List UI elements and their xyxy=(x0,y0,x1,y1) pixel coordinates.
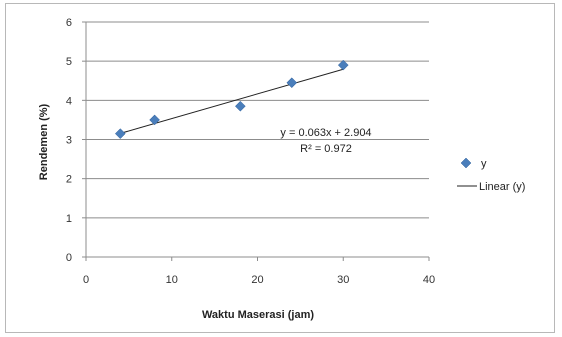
x-tick-label: 10 xyxy=(166,274,178,286)
y-axis-title: Rendemen (%) xyxy=(38,103,50,180)
y-tick-label: 5 xyxy=(66,56,72,68)
trendline-r2: R² = 0.972 xyxy=(300,143,352,155)
data-point xyxy=(286,77,298,89)
y-tick-label: 1 xyxy=(66,213,72,225)
trendline xyxy=(120,68,344,134)
y-tick-label: 2 xyxy=(66,174,72,186)
y-tick-label: 0 xyxy=(66,252,72,264)
trendline-equation: y = 0.063x + 2.904 xyxy=(280,127,371,139)
legend: y Linear (y) xyxy=(457,157,525,193)
x-tick-label: 40 xyxy=(423,274,435,286)
x-tick-label: 20 xyxy=(251,274,263,286)
ticks: 0 1 2 3 4 5 6 0 10 20 30 40 xyxy=(66,17,435,286)
y-tick-label: 3 xyxy=(66,135,72,147)
gridlines xyxy=(86,21,429,219)
data-point xyxy=(234,100,246,112)
y-tick-label: 4 xyxy=(66,95,72,107)
data-point xyxy=(149,114,160,126)
data-point xyxy=(337,59,349,71)
legend-label-trendline: Linear (y) xyxy=(479,181,525,193)
y-tick-label: 6 xyxy=(66,17,72,29)
data-points xyxy=(114,59,349,139)
legend-diamond-marker xyxy=(460,157,472,169)
data-point xyxy=(114,128,126,139)
x-tick-label: 30 xyxy=(337,274,349,286)
legend-label-series: y xyxy=(481,158,487,170)
x-axis-title: Waktu Maserasi (jam) xyxy=(202,309,314,321)
chart-frame xyxy=(5,3,555,333)
trendline-group xyxy=(120,68,344,134)
x-tick-label: 0 xyxy=(83,274,89,286)
